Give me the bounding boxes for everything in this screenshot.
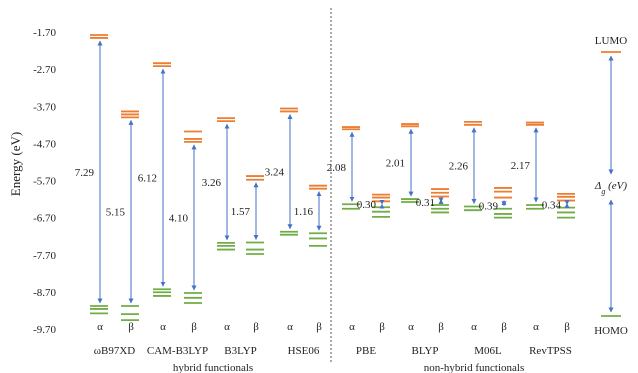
spin-label: α — [224, 321, 230, 333]
gap-value-label: 5.15 — [106, 207, 126, 219]
legend-homo-label: HOMO — [594, 325, 628, 337]
gap-value-label: 1.16 — [294, 206, 314, 218]
spin-label: β — [564, 321, 570, 333]
group-label-hybrid: hybrid functionals — [173, 362, 253, 373]
legend-gap-label: Δg (eV) — [594, 180, 627, 196]
functional-b3lyp: 3.26 α 1.57 β B3LYP — [202, 117, 264, 357]
gap-value-label: 0.31 — [416, 197, 435, 209]
y-tick-label: -8.70 — [33, 287, 56, 299]
spin-label: β — [501, 321, 507, 333]
spin-column-beta: 5.15 β — [106, 110, 139, 333]
spin-label: β — [128, 321, 134, 333]
spin-label: α — [287, 321, 293, 333]
functional-label: CAM-B3LYP — [147, 345, 208, 357]
gap-value-label: 3.24 — [265, 167, 285, 179]
gap-value-label: 2.26 — [449, 161, 469, 173]
spin-column-alpha: 2.17 α — [511, 121, 544, 333]
spin-column-alpha: 2.08 α — [327, 126, 360, 333]
functional-revtpss: 2.17 α 0.34 β RevTPSS — [511, 121, 575, 357]
functional-label: HSE06 — [288, 345, 320, 357]
spin-column-alpha: 7.29 α — [75, 34, 108, 333]
functional-label: M06L — [474, 345, 502, 357]
functional--b97xd: 7.29 α 5.15 β ωB97XD — [75, 34, 139, 357]
gap-value-label: 0.39 — [479, 201, 499, 213]
y-tick-label: -9.70 — [33, 324, 56, 336]
gap-value-label: 2.17 — [511, 160, 531, 172]
spin-label: α — [471, 321, 477, 333]
functional-label: BLYP — [411, 345, 438, 357]
y-axis-label: Energy (eV) — [8, 132, 23, 196]
y-tick-label: -3.70 — [33, 101, 56, 113]
functional-hse06: 3.24 α 1.16 β HSE06 — [265, 107, 327, 357]
spin-label: β — [316, 321, 322, 333]
spin-label: β — [379, 321, 385, 333]
functional-cam-b3lyp: 6.12 α 4.10 β CAM-B3LYP — [138, 62, 208, 357]
functional-m06l: 2.26 α 0.39 β M06L — [449, 120, 512, 357]
gap-value-label: 3.26 — [202, 177, 222, 189]
gap-value-label: 6.12 — [138, 173, 157, 185]
y-tick-label: -6.70 — [33, 213, 56, 225]
spin-column-alpha: 3.26 α — [202, 117, 235, 333]
spin-column-alpha: 6.12 α — [138, 62, 171, 333]
gap-value-label: 0.30 — [357, 199, 377, 211]
spin-column-alpha: 3.24 α — [265, 107, 298, 333]
functional-label: B3LYP — [224, 345, 257, 357]
legend-lumo-label: LUMO — [595, 35, 627, 47]
group-label-non-hybrid: non-hybrid functionals — [424, 362, 525, 373]
spin-column-beta: 0.30 β — [357, 193, 390, 333]
y-tick-label: -7.70 — [33, 250, 56, 262]
y-tick-label: -5.70 — [33, 176, 56, 188]
spin-label: α — [349, 321, 355, 333]
spin-column-beta: 1.57 β — [231, 175, 264, 333]
functional-label: ωB97XD — [94, 345, 136, 357]
gap-value-label: 2.01 — [386, 158, 405, 170]
spin-column-alpha: 2.01 α — [386, 123, 419, 333]
spin-column-beta: 0.31 β — [416, 188, 449, 333]
spin-label: β — [191, 321, 197, 333]
spin-label: α — [97, 321, 103, 333]
spin-label: β — [438, 321, 444, 333]
spin-column-beta: 0.34 β — [542, 192, 575, 333]
y-tick-label: -4.70 — [33, 138, 56, 150]
energy-levels: 7.29 α 5.15 β ωB97XD 6.12 α 4.10 β CAM-B3LYP 3.26 α… — [75, 34, 575, 357]
gap-value-label: 0.34 — [542, 200, 562, 212]
gap-value-label: 1.57 — [231, 206, 251, 218]
spin-label: α — [160, 321, 166, 333]
functional-label: PBE — [356, 345, 376, 357]
spin-label: α — [533, 321, 539, 333]
y-tick-label: -2.70 — [33, 64, 56, 76]
gap-value-label: 4.10 — [169, 212, 189, 224]
spin-column-alpha: 2.26 α — [449, 120, 482, 333]
spin-column-beta: 1.16 β — [294, 184, 327, 333]
gap-value-label: 7.29 — [75, 167, 95, 179]
spin-label: α — [408, 321, 414, 333]
spin-label: β — [253, 321, 259, 333]
gap-value-label: 2.08 — [327, 162, 347, 174]
y-axis: -1.70 -2.70 -3.70 -4.70 -5.70 -6.70 -7.70 -8.70… — [33, 27, 56, 336]
spin-column-beta: 4.10 β — [169, 130, 202, 333]
legend — [601, 51, 621, 317]
spin-column-beta: 0.39 β — [479, 187, 512, 333]
y-tick-label: -1.70 — [33, 27, 56, 39]
functional-label: RevTPSS — [529, 345, 572, 357]
